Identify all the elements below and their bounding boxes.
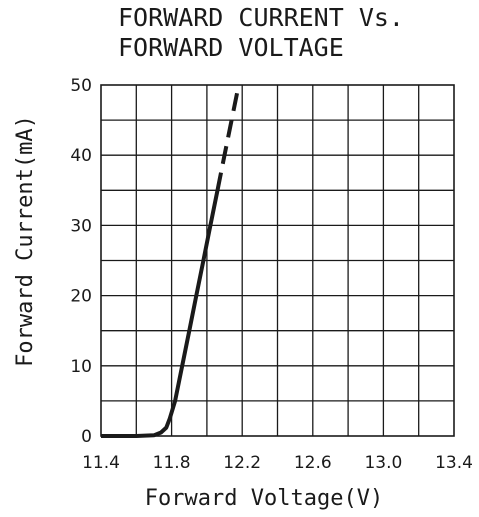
x-axis-label: Forward Voltage(V) (145, 486, 383, 511)
x-tick-label: 13.4 (435, 453, 473, 473)
x-tick-label: 11.4 (82, 453, 120, 473)
y-tick-label: 20 (70, 287, 92, 307)
series-line-dashed (215, 84, 241, 191)
chart-title-line-1: FORWARD CURRENT Vs. (118, 3, 404, 32)
y-tick-label: 50 (70, 76, 92, 96)
plot-frame (100, 84, 455, 437)
y-tick-label: 40 (70, 146, 92, 166)
chart-title: FORWARD CURRENT Vs. FORWARD VOLTAGE (118, 3, 404, 62)
x-tick-label: 11.8 (153, 453, 191, 473)
x-tick-label: 12.2 (223, 453, 261, 473)
x-tick-label: 13.0 (364, 453, 402, 473)
series-line-solid (101, 189, 220, 438)
x-tick-labels: 11.4 11.8 12.2 12.6 13.0 13.4 (82, 453, 473, 473)
y-tick-label: 10 (70, 357, 92, 377)
y-tick-label: 30 (70, 216, 92, 236)
data-series (101, 84, 241, 438)
x-tick-label: 12.6 (294, 453, 332, 473)
y-axis-label: Forward Current(mA) (13, 115, 38, 367)
plot-grid (101, 85, 454, 436)
y-tick-label: 0 (81, 427, 92, 447)
y-tick-labels: 0 10 20 30 40 50 (70, 76, 92, 447)
chart-title-line-2: FORWARD VOLTAGE (118, 33, 344, 62)
